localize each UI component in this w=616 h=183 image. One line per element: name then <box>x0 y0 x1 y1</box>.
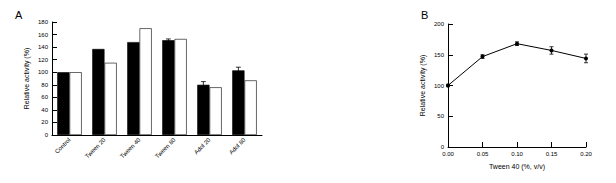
svg-text:Adol 80: Adol 80 <box>228 136 247 155</box>
svg-text:0.05: 0.05 <box>477 151 489 157</box>
svg-text:0.00: 0.00 <box>442 151 454 157</box>
svg-text:100: 100 <box>38 69 49 75</box>
svg-text:Adol 20: Adol 20 <box>193 136 212 155</box>
svg-text:60: 60 <box>41 94 48 100</box>
svg-text:0: 0 <box>45 132 49 138</box>
svg-text:0.20: 0.20 <box>580 151 592 157</box>
svg-text:200: 200 <box>434 21 445 27</box>
svg-text:Control: Control <box>54 137 72 155</box>
svg-text:Tween 20: Tween 20 <box>84 136 107 159</box>
svg-text:140: 140 <box>38 44 49 50</box>
svg-text:Tween 40: Tween 40 <box>119 136 142 159</box>
svg-text:150: 150 <box>434 52 445 58</box>
svg-text:Relative activity (%): Relative activity (%) <box>23 48 31 109</box>
svg-text:50: 50 <box>437 113 444 119</box>
svg-text:180: 180 <box>38 19 49 25</box>
svg-text:100: 100 <box>434 83 445 89</box>
svg-text:80: 80 <box>41 82 48 88</box>
svg-text:0.10: 0.10 <box>511 151 523 157</box>
svg-text:0.15: 0.15 <box>546 151 558 157</box>
svg-text:B: B <box>421 9 428 21</box>
svg-text:120: 120 <box>38 57 49 63</box>
svg-text:40: 40 <box>41 107 48 113</box>
svg-text:0: 0 <box>441 144 445 150</box>
svg-text:Relative activity (%): Relative activity (%) <box>419 55 427 116</box>
svg-text:Tween 80: Tween 80 <box>154 136 177 159</box>
svg-text:Tween 40 (%, v/v): Tween 40 (%, v/v) <box>489 163 545 171</box>
svg-text:20: 20 <box>41 119 48 125</box>
svg-text:160: 160 <box>38 32 49 38</box>
svg-text:A: A <box>15 9 23 21</box>
